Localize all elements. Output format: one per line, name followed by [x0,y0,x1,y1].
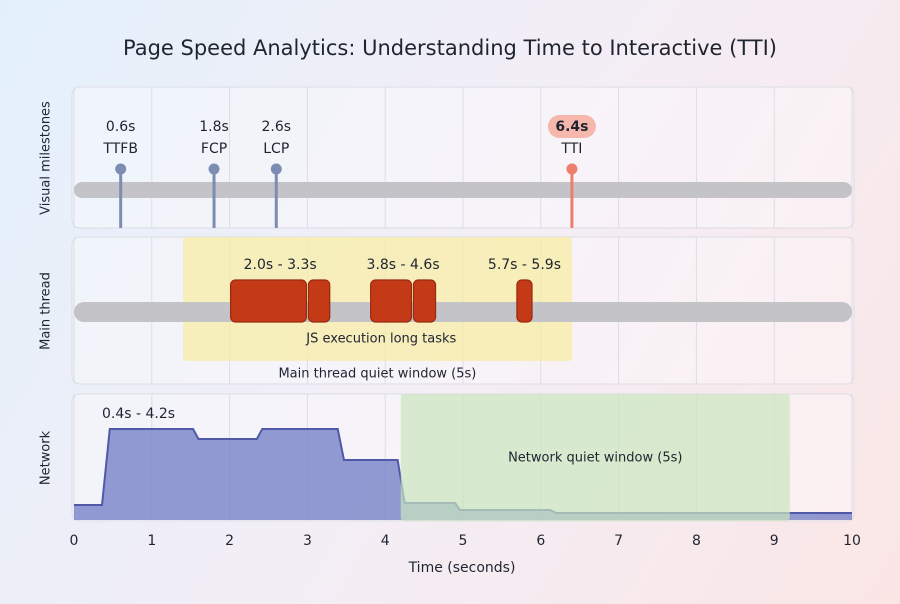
milestone-name: TTI [560,141,582,157]
x-tick-label: 4 [381,533,390,549]
network-annotation: 0.4s - 4.2s [102,406,175,422]
panel-label: Network [39,430,54,485]
long-task [516,279,533,323]
milestone-dot [270,163,282,175]
x-tick-label: 2 [225,533,234,549]
quiet-window [400,394,790,521]
quiet-window-label: Network quiet window (5s) [508,451,682,466]
x-tick-label: 9 [770,533,779,549]
panel-label: Main thread [39,272,54,350]
milestone-value: 6.4s [555,119,588,135]
x-tick-label: 10 [843,533,861,549]
x-tick-label: 6 [536,533,545,549]
x-tick-label: 7 [614,533,623,549]
x-tick-label: 8 [692,533,701,549]
milestone-value: 2.6s [261,119,291,135]
highlight-pill [547,115,596,138]
network-area [74,429,852,520]
panel-label: Visual milestones [39,101,54,215]
task-group-label: 3.8s - 4.6s [367,257,440,273]
task-group-label: 2.0s - 3.3s [244,257,317,273]
long-task [370,279,413,323]
long-task [307,279,331,323]
milestone-value: 0.6s [106,119,136,135]
chart-title: Page Speed Analytics: Understanding Time… [123,36,777,60]
x-axis-label: Time (seconds) [408,560,516,576]
x-tick-label: 3 [303,533,312,549]
x-tick-label: 1 [147,533,156,549]
milestone-name: FCP [201,141,227,157]
task-group-label: 5.7s - 5.9s [488,257,561,273]
task-caption: JS execution long tasks [305,332,456,347]
long-task [412,279,437,323]
long-task [230,279,308,323]
x-tick-label: 0 [70,533,79,549]
quiet-window-label: Main thread quiet window (5s) [278,367,476,382]
milestone-dot [115,163,127,175]
milestone-dot [208,163,220,175]
milestone-value: 1.8s [199,119,229,135]
milestone-name: TTFB [102,141,138,157]
track [74,182,852,198]
milestone-dot [566,163,578,175]
track [74,302,852,322]
milestone-name: LCP [263,141,289,157]
x-tick-label: 5 [459,533,468,549]
